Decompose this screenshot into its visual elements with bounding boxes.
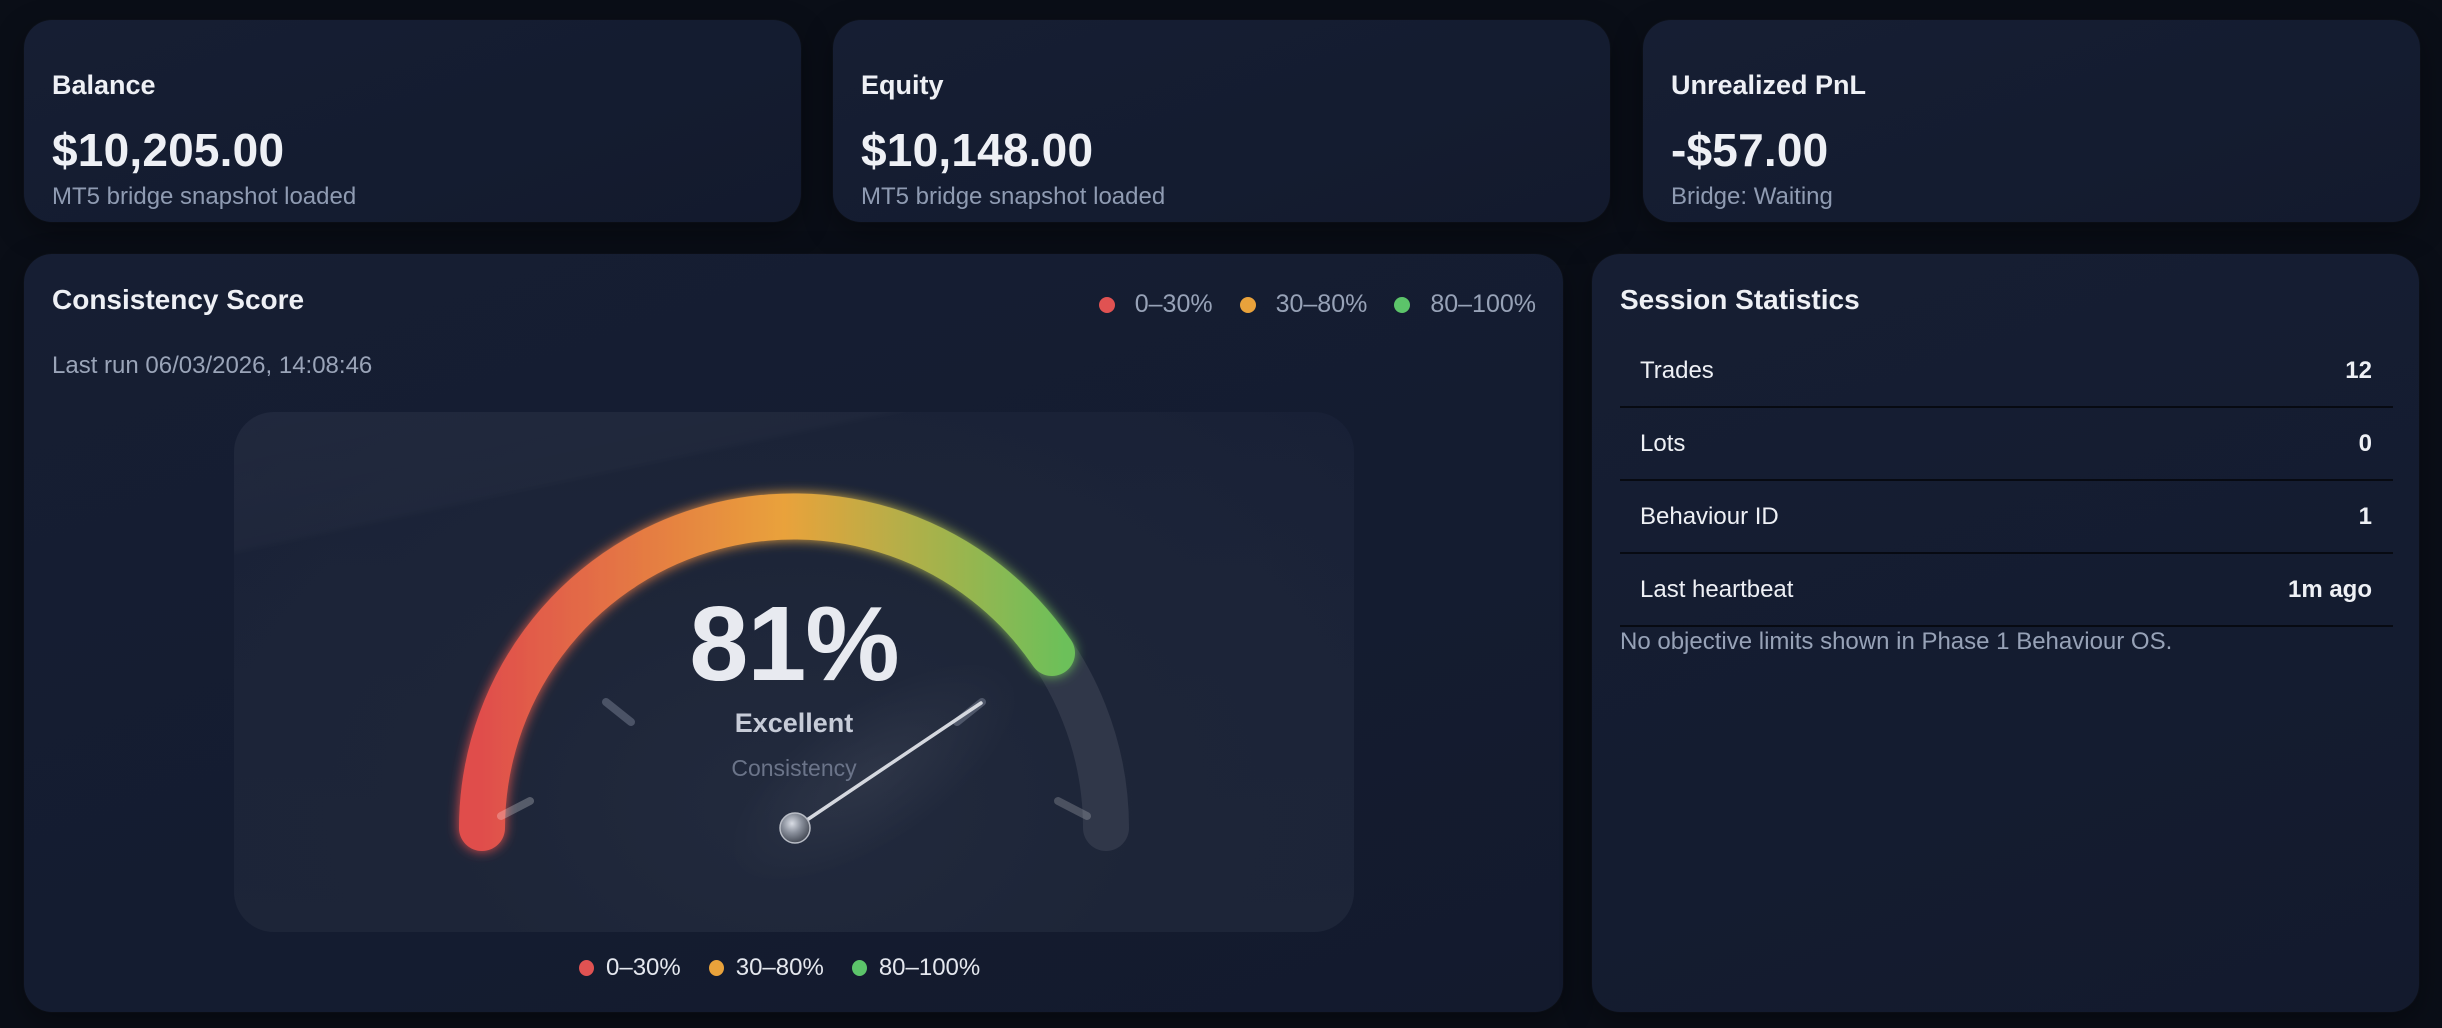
legend-label: 0–30% [1134,290,1213,318]
legend-top: 0–30% 30–80% 80–100% [1072,290,1536,319]
green-dot-icon [1394,296,1411,313]
orange-dot-icon [708,960,724,976]
unrealized-pnl-label: Unrealized PnL [1671,70,1867,100]
gauge-needle [793,701,983,830]
unrealized-pnl-card: Unrealized PnL -$57.00 Bridge: Waiting [1643,20,2420,222]
legend-item-low: 0–30% [579,954,681,982]
legend-label: 80–100% [1430,290,1536,318]
stat-row-lots: Lots 0 [1620,408,2393,481]
stat-row-last-heartbeat: Last heartbeat 1m ago [1620,554,2393,627]
stat-value: 1m ago [2287,575,2372,603]
balance-card: Balance $10,205.00 MT5 bridge snapshot l… [24,20,801,222]
stat-value: 1 [2358,502,2372,530]
objective-limits-note: No objective limits shown in Phase 1 Beh… [1620,628,2173,655]
gauge-pivot [779,812,811,844]
last-run-timestamp: Last run 06/03/2026, 14:08:46 [52,352,373,379]
gauge-tick [602,698,635,726]
legend-item-low: 0–30% [1098,290,1213,319]
green-dot-icon [851,960,867,976]
gauge-score-value: 81% [689,585,899,703]
session-stats-list: Trades 12 Lots 0 Behaviour ID 1 Last hea… [1620,335,2393,627]
legend-item-mid: 30–80% [708,954,824,982]
legend-label: 30–80% [735,954,824,981]
red-dot-icon [579,960,594,976]
gauge-tick [1054,797,1091,820]
gauge-tick [497,797,534,820]
stat-value: 12 [2345,356,2372,384]
gauge-rating: Excellent [734,708,854,738]
legend-item-high: 80–100% [851,954,981,982]
legend-item-mid: 30–80% [1239,290,1368,319]
gauge: 81% Excellent Consistency [234,412,1354,932]
legend-label: 0–30% [606,954,681,981]
legend-bottom: 0–30% 30–80% 80–100% [579,954,1008,982]
stat-label: Trades [1640,356,1714,384]
stat-row-trades: Trades 12 [1620,335,2393,408]
orange-dot-icon [1239,296,1256,313]
stat-label: Lots [1640,429,1686,457]
equity-subtext: MT5 bridge snapshot loaded [861,183,1166,210]
stat-label: Last heartbeat [1640,575,1794,603]
equity-label: Equity [861,70,944,100]
gauge-value-arc [459,493,1075,851]
equity-value: $10,148.00 [861,124,1094,176]
legend-label: 30–80% [1275,290,1368,318]
gauge-dial [459,493,1129,884]
legend-item-high: 80–100% [1394,290,1536,319]
bridge-status-text: Bridge: Waiting [1671,183,1833,210]
equity-card: Equity $10,148.00 MT5 bridge snapshot lo… [833,20,1610,222]
gauge-caption: Consistency [731,755,857,781]
unrealized-pnl-value: -$57.00 [1671,124,1829,176]
balance-label: Balance [52,70,156,100]
session-statistics-panel: Session Statistics Trades 12 Lots 0 Beha… [1592,254,2419,1012]
stat-row-behaviour-id: Behaviour ID 1 [1620,481,2393,554]
consistency-title: Consistency Score [52,284,305,315]
legend-label: 80–100% [878,954,981,981]
stat-label: Behaviour ID [1640,502,1779,530]
session-title: Session Statistics [1620,284,1860,315]
balance-value: $10,205.00 [52,124,285,176]
balance-subtext: MT5 bridge snapshot loaded [52,183,357,210]
consistency-score-panel: Consistency Score Last run 06/03/2026, 1… [24,254,1563,1012]
red-dot-icon [1098,296,1115,313]
stat-value: 0 [2358,429,2372,457]
